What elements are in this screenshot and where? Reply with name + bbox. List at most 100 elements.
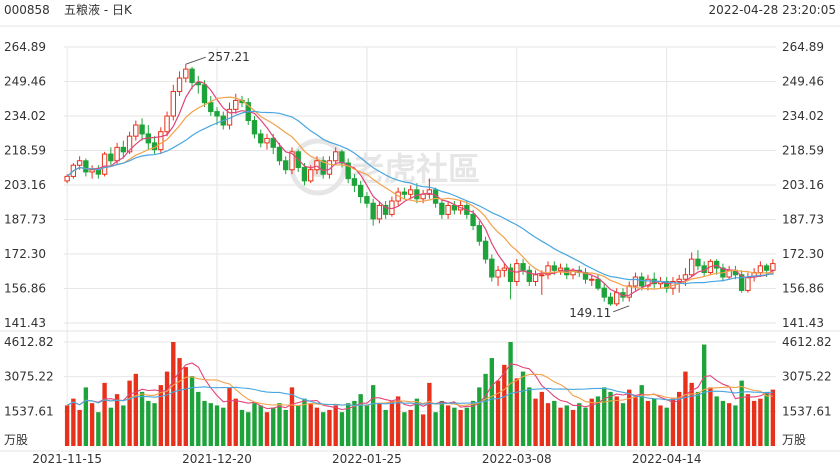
volume-bar — [289, 387, 295, 446]
candle-body — [501, 267, 508, 271]
volume-tick-label-left: 3075.22 — [4, 370, 54, 384]
price-tick-label-right: 249.46 — [782, 75, 824, 89]
volume-bar — [464, 407, 470, 446]
volume-tick-label-right: 3075.22 — [782, 370, 832, 384]
volume-bar — [545, 403, 551, 446]
candle — [688, 252, 695, 278]
candle — [233, 93, 239, 114]
candle — [164, 111, 170, 137]
stock-code: 000858 — [4, 3, 50, 17]
volume-bar — [570, 409, 576, 446]
candle — [189, 66, 195, 90]
candle — [426, 178, 433, 199]
price-tick-label-left: 203.16 — [4, 178, 46, 192]
price-tick-label-right: 156.86 — [782, 282, 824, 296]
candle — [320, 156, 326, 179]
volume-bar — [677, 391, 682, 446]
candle — [195, 75, 201, 94]
volume-bar — [327, 409, 332, 446]
volume-bar — [695, 391, 701, 446]
volume-bar — [296, 405, 301, 446]
volume-bar — [514, 378, 519, 446]
candle-body — [289, 151, 295, 171]
candle-body — [89, 169, 95, 173]
volume-bar — [533, 398, 538, 446]
volume-bar — [121, 405, 126, 446]
candle-body — [495, 269, 501, 278]
volume-ma20-line — [66, 386, 773, 406]
volume-bar — [758, 398, 763, 446]
candle — [470, 209, 476, 231]
volume-bar — [589, 398, 594, 446]
volume-bar — [714, 396, 719, 446]
volume-bar — [658, 405, 663, 446]
volume-bar — [552, 400, 557, 446]
candle-body — [676, 278, 682, 282]
candle-body — [139, 124, 145, 135]
candle — [476, 221, 483, 246]
volume-bar — [726, 403, 732, 446]
candle — [389, 196, 395, 217]
candle-body — [551, 265, 557, 271]
volume-bar — [277, 403, 282, 446]
candle — [651, 272, 657, 289]
candle-body — [713, 260, 720, 269]
volume-bar — [577, 403, 582, 446]
candle — [614, 288, 620, 307]
volume-ma10-line — [66, 373, 773, 407]
price-tick-label-right: 234.02 — [782, 109, 824, 123]
volume-bar — [189, 376, 195, 446]
candle — [626, 281, 632, 302]
candle-body — [695, 258, 701, 267]
candle — [482, 236, 489, 264]
volume-bar — [477, 387, 482, 446]
candle-body — [639, 276, 645, 287]
volume-bar — [252, 403, 257, 446]
volume-bar — [408, 409, 413, 446]
candle-body — [614, 292, 620, 305]
candle-body — [645, 278, 651, 287]
candle-body — [557, 267, 564, 271]
candle-body — [520, 263, 526, 271]
volume-bar — [452, 407, 457, 446]
candle — [439, 198, 445, 219]
candle-body — [345, 162, 351, 180]
candle-body — [114, 146, 120, 162]
candle — [526, 265, 532, 286]
volume-bar — [495, 380, 501, 446]
candle-body — [189, 68, 195, 84]
volume-bar — [64, 405, 70, 446]
volume-bar — [470, 400, 476, 446]
volume-bar — [377, 403, 382, 446]
volume-bar — [171, 342, 176, 446]
candle — [401, 187, 408, 199]
volume-bar — [308, 403, 313, 446]
candle-body — [301, 166, 308, 182]
candle-body — [688, 258, 695, 276]
candle — [301, 163, 308, 186]
candle — [108, 147, 114, 166]
candle — [345, 158, 351, 184]
volume-unit-label-right: 万股 — [782, 433, 806, 447]
candle — [139, 118, 145, 141]
volume-bar — [127, 380, 132, 446]
candle — [745, 272, 751, 293]
volume-bar — [89, 403, 95, 446]
candle-body — [507, 267, 514, 282]
candle-body — [601, 287, 607, 298]
volume-bar — [583, 407, 588, 446]
volume-bar — [701, 344, 707, 446]
date-tick-label: 2022-01-25 — [332, 452, 402, 466]
volume-bar — [639, 385, 644, 446]
candle — [283, 156, 289, 175]
candle-body — [183, 68, 189, 79]
candle-body — [64, 175, 70, 182]
volume-bar — [227, 387, 232, 446]
candle-body — [763, 265, 770, 271]
volume-bar — [620, 403, 626, 446]
candle-body — [545, 265, 551, 276]
candle-body — [133, 124, 139, 137]
volume-bar — [602, 387, 607, 446]
candle — [208, 95, 214, 117]
